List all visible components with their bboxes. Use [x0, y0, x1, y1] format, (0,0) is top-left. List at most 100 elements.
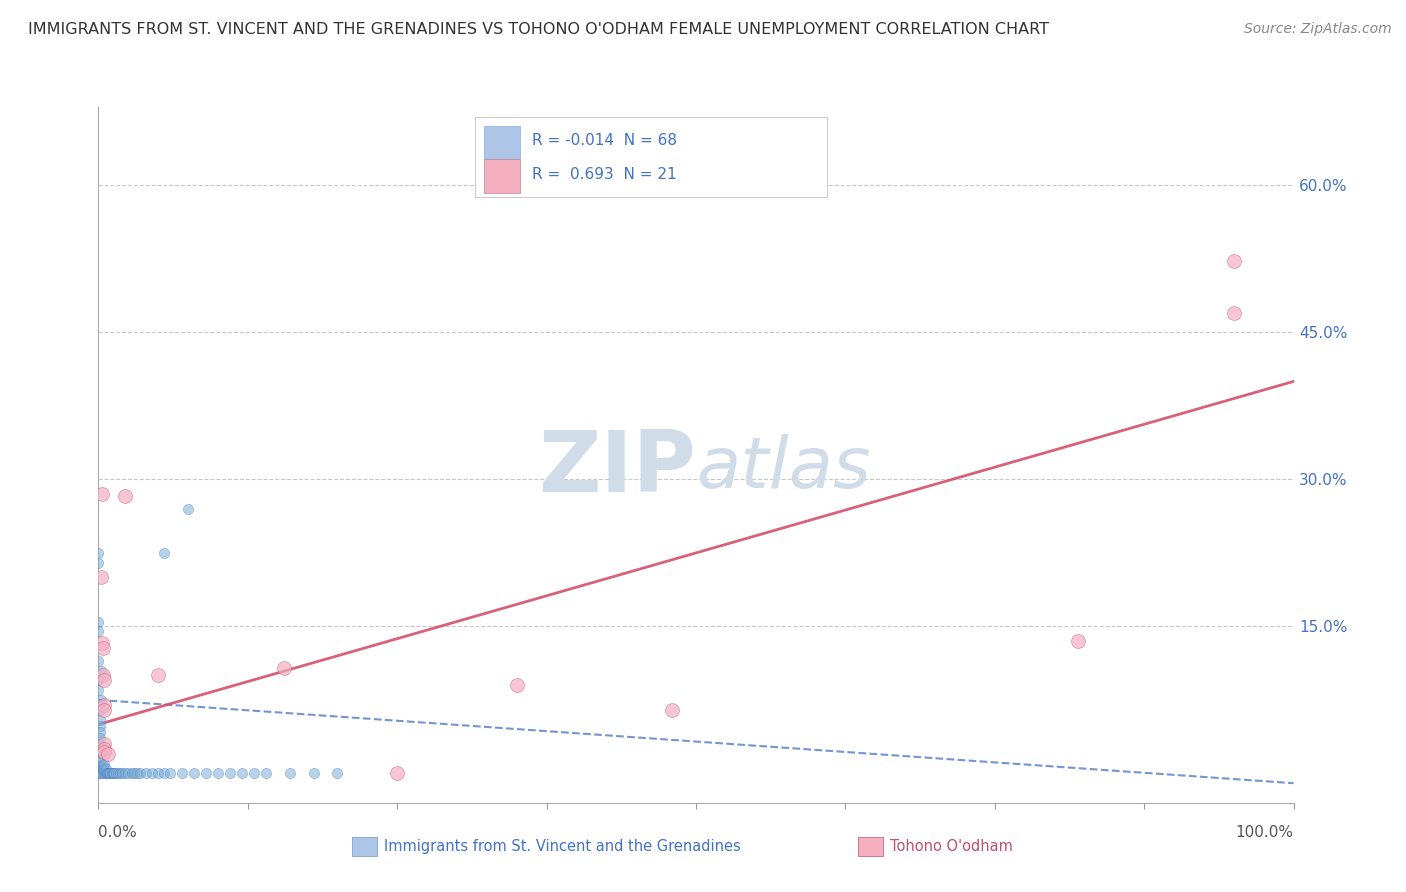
Point	[385, 766, 409, 780]
Point	[107, 766, 129, 780]
Point	[506, 678, 529, 692]
Point	[114, 766, 136, 780]
Text: Immigrants from St. Vincent and the Grenadines: Immigrants from St. Vincent and the Gren…	[384, 839, 741, 854]
Point	[90, 766, 112, 780]
Point	[97, 766, 120, 780]
Point	[89, 759, 111, 773]
Point	[177, 501, 200, 516]
Point	[135, 766, 157, 780]
Text: atlas: atlas	[696, 434, 870, 503]
Point	[1222, 253, 1246, 268]
FancyBboxPatch shape	[485, 126, 520, 159]
Point	[89, 748, 111, 763]
Point	[91, 668, 114, 682]
Point	[148, 766, 170, 780]
Text: Source: ZipAtlas.com: Source: ZipAtlas.com	[1244, 22, 1392, 37]
Point	[93, 742, 115, 756]
Point	[87, 683, 110, 698]
Point	[117, 766, 139, 780]
Point	[87, 766, 110, 780]
Point	[89, 725, 111, 739]
Point	[124, 766, 146, 780]
Point	[91, 763, 114, 777]
Point	[243, 766, 266, 780]
Point	[183, 766, 205, 780]
Point	[91, 764, 114, 778]
Point	[172, 766, 194, 780]
Point	[148, 668, 170, 682]
FancyBboxPatch shape	[475, 118, 827, 197]
Text: R = -0.014  N = 68: R = -0.014 N = 68	[533, 133, 678, 148]
FancyBboxPatch shape	[485, 159, 520, 193]
Point	[96, 766, 118, 780]
Point	[93, 762, 115, 776]
Point	[93, 703, 115, 717]
Point	[111, 766, 134, 780]
Point	[153, 546, 176, 560]
Point	[90, 693, 112, 707]
Point	[273, 660, 295, 674]
Point	[93, 698, 115, 712]
Point	[1222, 306, 1246, 320]
Point	[89, 764, 111, 779]
Point	[89, 755, 111, 769]
Point	[231, 766, 253, 780]
Point	[91, 759, 114, 773]
Point	[93, 745, 115, 759]
Point	[141, 766, 163, 780]
Point	[93, 737, 115, 751]
Text: IMMIGRANTS FROM ST. VINCENT AND THE GRENADINES VS TOHONO O'ODHAM FEMALE UNEMPLOY: IMMIGRANTS FROM ST. VINCENT AND THE GREN…	[28, 22, 1049, 37]
Point	[87, 624, 110, 639]
Point	[105, 766, 128, 780]
Point	[89, 703, 111, 717]
Point	[302, 766, 325, 780]
Text: 100.0%: 100.0%	[1236, 825, 1294, 840]
Point	[98, 766, 122, 780]
Point	[87, 654, 110, 668]
Point	[101, 766, 124, 780]
Point	[87, 556, 110, 570]
Text: ZIP: ZIP	[538, 427, 696, 510]
Point	[91, 640, 114, 655]
Point	[1067, 634, 1090, 648]
Point	[108, 766, 131, 780]
Point	[254, 766, 277, 780]
Point	[89, 719, 111, 733]
Point	[97, 747, 120, 761]
Point	[91, 636, 114, 650]
Point	[153, 766, 176, 780]
Point	[121, 766, 143, 780]
Point	[87, 673, 110, 688]
Point	[90, 664, 112, 678]
Point	[89, 731, 111, 745]
Point	[91, 766, 114, 780]
Point	[89, 737, 111, 751]
Point	[93, 766, 115, 780]
Point	[93, 756, 115, 771]
Point	[278, 766, 301, 780]
Point	[89, 713, 111, 727]
Point	[98, 766, 121, 780]
Point	[90, 570, 112, 584]
Text: R =  0.693  N = 21: R = 0.693 N = 21	[533, 167, 676, 182]
Point	[661, 703, 683, 717]
Point	[326, 766, 349, 780]
Point	[207, 766, 229, 780]
Point	[194, 766, 218, 780]
Point	[87, 546, 110, 560]
Text: 0.0%: 0.0%	[98, 825, 138, 840]
Point	[87, 615, 110, 629]
Point	[219, 766, 242, 780]
Point	[93, 673, 115, 688]
Text: Tohono O'odham: Tohono O'odham	[890, 839, 1012, 854]
Point	[91, 757, 114, 772]
Point	[129, 766, 152, 780]
Point	[159, 766, 181, 780]
Point	[100, 766, 122, 780]
Point	[103, 766, 125, 780]
Point	[94, 762, 117, 776]
Point	[125, 766, 148, 780]
Point	[89, 766, 111, 780]
Point	[91, 487, 114, 501]
Point	[114, 489, 136, 503]
